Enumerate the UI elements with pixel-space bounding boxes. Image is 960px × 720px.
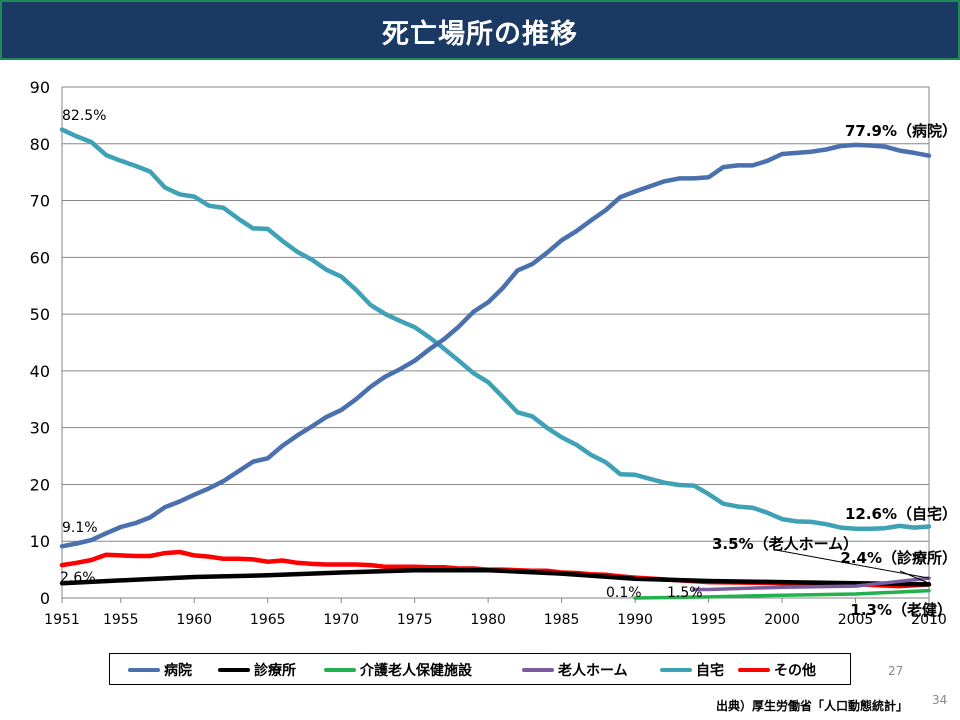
legend-swatch-other <box>738 668 770 672</box>
annotation-nursing-home-1994: 1.5% <box>667 585 703 601</box>
x-tick-label-1985: 1985 <box>544 612 580 628</box>
x-tick-label-1975: 1975 <box>397 612 433 628</box>
legend-item-nursing-home: 老人ホーム <box>522 660 628 680</box>
y-tick-label-0: 0 <box>40 589 50 608</box>
legend-label-clinic: 診療所 <box>254 663 296 679</box>
annotation-hospital-1951: 9.1% <box>62 520 98 536</box>
source-note: 出典）厚生労働省「人口動態統計」 <box>716 699 909 713</box>
annotation-care-facility-1990: 0.1% <box>606 585 642 601</box>
annotation-hospital-2010: 77.9%（病院） <box>845 122 957 140</box>
page-number: 34 <box>932 693 948 707</box>
y-tick-label-30: 30 <box>30 419 50 438</box>
legend-swatch-home <box>660 668 692 672</box>
x-tick-label-2005: 2005 <box>838 612 874 628</box>
y-tick-label-70: 70 <box>30 192 50 211</box>
y-tick-label-90: 90 <box>30 78 50 97</box>
legend-label-care-facility: 介護老人保健施設 <box>360 663 472 679</box>
y-tick-label-60: 60 <box>30 248 50 267</box>
x-tick-label-1995: 1995 <box>691 612 727 628</box>
leader-line-nursing-home <box>775 549 930 579</box>
series-line-clinic <box>59 567 932 587</box>
legend-item-care-facility: 介護老人保健施設 <box>324 660 472 680</box>
annotation-home-1951: 82.5% <box>62 108 106 124</box>
annotation-home-2010: 12.6%（自宅） <box>845 505 957 523</box>
series-line-care-facility <box>633 588 931 600</box>
legend-item-hospital: 病院 <box>128 660 192 680</box>
legend-swatch-nursing-home <box>522 668 554 672</box>
legend-swatch-care-facility <box>324 668 356 672</box>
title-bar: 死亡場所の推移 <box>0 0 960 60</box>
page-title: 死亡場所の推移 <box>382 19 578 50</box>
annotation-nursing-home-2010: 3.5%（老人ホーム） <box>712 535 858 553</box>
annotation-clinic-1951: 2.6% <box>60 570 96 586</box>
series-line-hospital <box>59 142 932 549</box>
x-tick-label-1990: 1990 <box>617 612 653 628</box>
legend-item-clinic: 診療所 <box>218 660 296 680</box>
legend-swatch-clinic <box>218 668 250 672</box>
legend-label-hospital: 病院 <box>164 663 192 679</box>
x-tick-label-1970: 1970 <box>323 612 359 628</box>
annotation-care-facility-2010: 1.3%（老健） <box>850 601 952 619</box>
y-tick-label-20: 20 <box>30 475 50 494</box>
legend-label-nursing-home: 老人ホーム <box>558 663 628 679</box>
legend-label-other: その他 <box>774 663 816 679</box>
leader-line-clinic <box>899 570 930 584</box>
x-tick-label-1960: 1960 <box>176 612 212 628</box>
legend-label-home: 自宅 <box>696 663 724 679</box>
x-tick-label-2010: 2010 <box>911 612 947 628</box>
legend-swatch-hospital <box>128 668 160 672</box>
chart-legend: 病院 診療所 介護老人保健施設 老人ホーム 自宅 その他 <box>109 653 851 685</box>
x-tick-label-2000: 2000 <box>764 612 800 628</box>
series-line-home <box>59 127 932 531</box>
x-tick-label-1955: 1955 <box>103 612 139 628</box>
y-tick-label-80: 80 <box>30 135 50 154</box>
legend-item-home: 自宅 <box>660 660 724 680</box>
small-page-number: 27 <box>888 664 904 678</box>
x-tick-label-1980: 1980 <box>470 612 506 628</box>
x-tick-label-1951: 1951 <box>44 612 80 628</box>
x-tick-label-1965: 1965 <box>250 612 286 628</box>
annotation-clinic-2010: 2.4%（診療所） <box>840 549 957 567</box>
y-tick-label-40: 40 <box>30 362 50 381</box>
series-line-nursing-home <box>692 576 931 592</box>
y-tick-label-10: 10 <box>30 532 50 551</box>
legend-item-other: その他 <box>738 660 816 680</box>
y-tick-label-50: 50 <box>30 305 50 324</box>
